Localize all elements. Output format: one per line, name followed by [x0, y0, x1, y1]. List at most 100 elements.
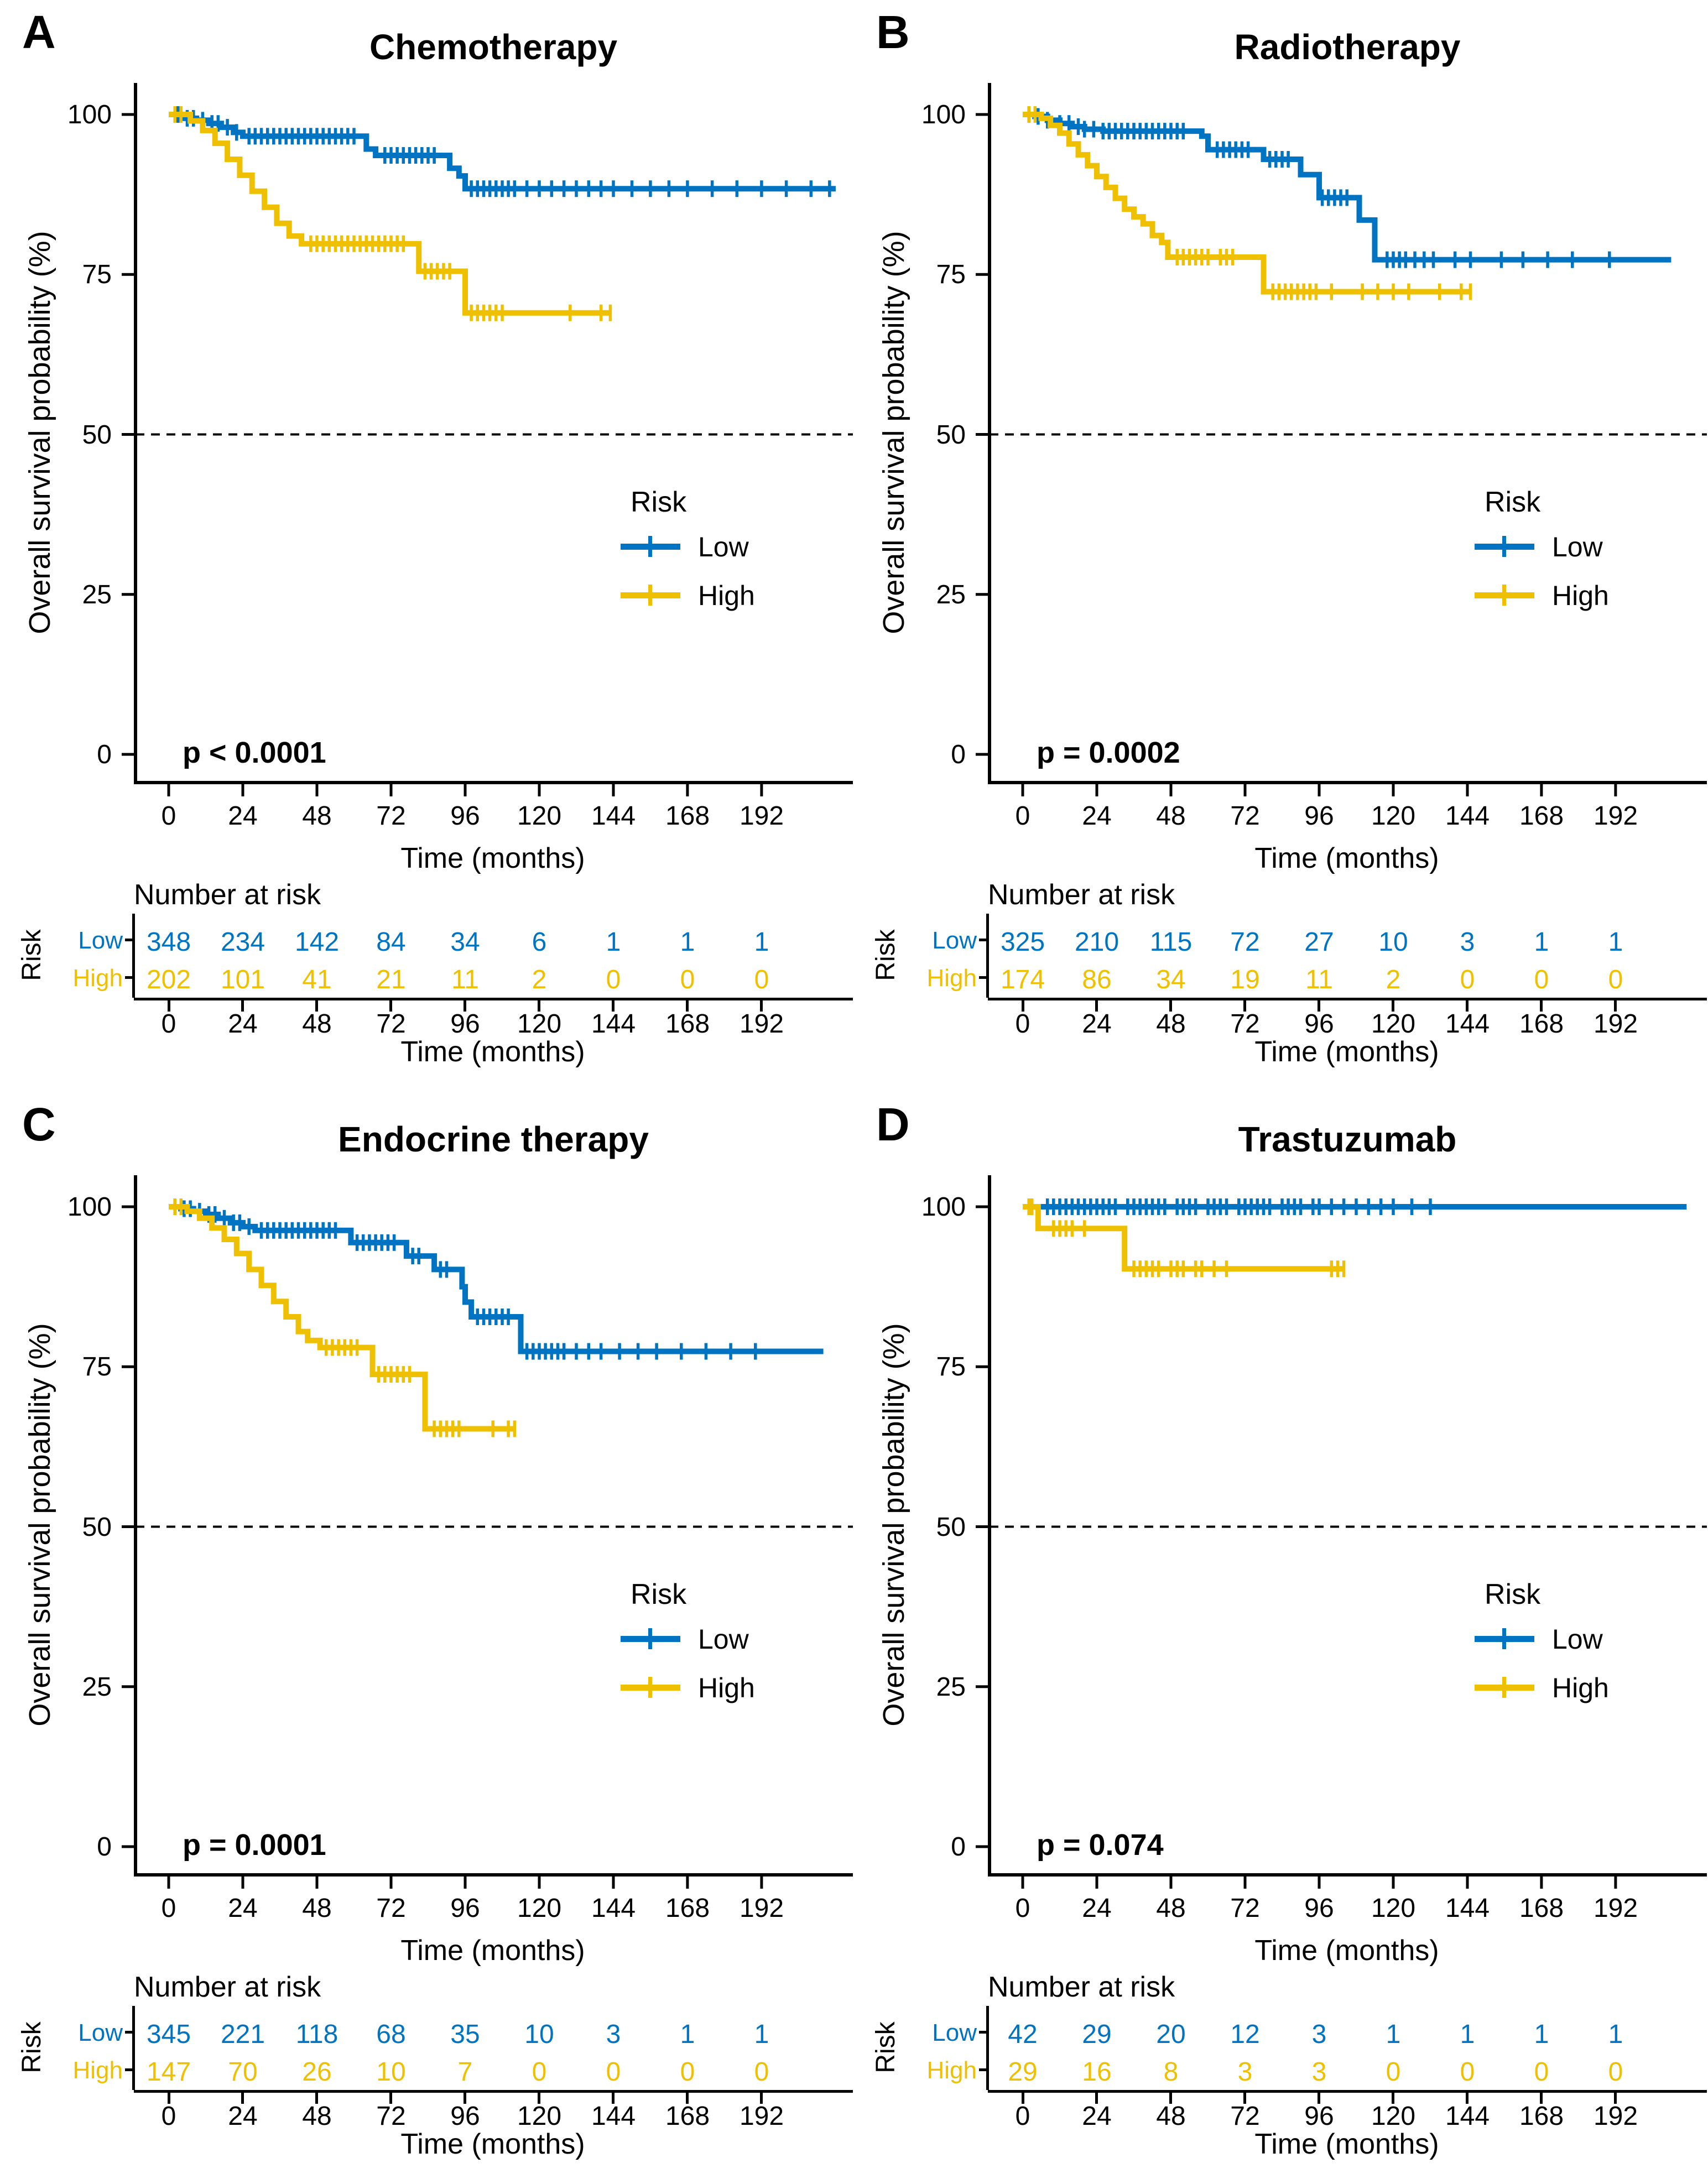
- y-tick-label: 25: [936, 580, 966, 609]
- risk-table-x-axis-line: [134, 998, 853, 1000]
- risk-table-x-axis-line: [988, 2090, 1707, 2093]
- legend-label-low: Low: [1552, 531, 1603, 562]
- risk-count: 3: [1311, 2020, 1327, 2049]
- risk-count: 11: [1305, 965, 1333, 994]
- risk-table-x-tick-label: 144: [1445, 1009, 1490, 1039]
- x-tick-label: 144: [591, 801, 636, 831]
- risk-axis-label: Risk: [871, 2021, 900, 2073]
- risk-count: 147: [146, 2057, 191, 2087]
- risk-count: 3: [1460, 927, 1475, 957]
- risk-count: 3: [1311, 2057, 1327, 2087]
- risk-table-x-tick-label: 48: [302, 2102, 332, 2131]
- risk-table-x-tick-label: 120: [1371, 1009, 1416, 1039]
- risk-table-x-tick: [1095, 2093, 1098, 2104]
- risk-count: 68: [376, 2020, 406, 2049]
- risk-count: 10: [376, 2057, 406, 2087]
- risk-table-x-tick-label: 24: [1082, 1009, 1112, 1039]
- x-tick-label: 48: [1156, 801, 1186, 831]
- risk-table-x-tick-label: 192: [739, 1009, 784, 1039]
- risk-count: 202: [146, 965, 191, 994]
- legend-title: Risk: [631, 1578, 687, 1610]
- risk-table-x-tick: [1318, 1000, 1320, 1012]
- y-tick-label: 100: [921, 100, 966, 129]
- risk-table-left-axis: [132, 914, 135, 998]
- risk-row-label-high: High: [72, 965, 123, 992]
- legend-label-low: Low: [698, 531, 749, 562]
- y-tick-label: 100: [67, 1192, 112, 1222]
- risk-count: 3: [606, 2020, 621, 2049]
- risk-table-x-tick-label: 168: [1519, 1009, 1564, 1039]
- x-tick-label: 48: [302, 801, 332, 831]
- risk-table-x-tick-label: 96: [1304, 2102, 1334, 2131]
- legend-key-censor-tick-high: [1502, 1677, 1506, 1698]
- risk-table-x-tick-label: 168: [665, 1009, 710, 1039]
- risk-table-x-tick: [241, 1000, 244, 1012]
- risk-table-x-axis-label: Time (months): [400, 2128, 585, 2160]
- x-axis-label: Time (months): [1254, 842, 1439, 874]
- x-tick-label: 0: [1015, 801, 1030, 831]
- x-tick-label: 24: [1082, 801, 1112, 831]
- risk-row-tick: [979, 2031, 987, 2034]
- y-tick-label: 100: [921, 1192, 966, 1222]
- risk-table-x-tick: [1022, 2093, 1024, 2104]
- x-tick-label: 0: [161, 801, 176, 831]
- x-tick-label: 72: [1230, 801, 1260, 831]
- risk-row-tick: [979, 939, 987, 941]
- risk-table-x-tick-label: 24: [228, 2102, 258, 2131]
- y-tick-label: 75: [936, 260, 966, 289]
- risk-table-x-tick-label: 192: [1593, 1009, 1638, 1039]
- risk-row-tick: [125, 976, 133, 979]
- risk-table-x-tick-label: 24: [1082, 2102, 1112, 2131]
- risk-count: 0: [680, 2057, 695, 2087]
- risk-row-tick: [125, 939, 133, 941]
- risk-table-x-tick-label: 144: [1445, 2102, 1490, 2131]
- risk-table-x-tick: [1614, 2093, 1617, 2104]
- survival-curve-low: [169, 112, 836, 192]
- risk-table-x-tick: [464, 2093, 466, 2104]
- risk-count: 29: [1008, 2057, 1038, 2087]
- risk-count: 34: [450, 927, 480, 957]
- risk-table-x-tick: [315, 2093, 318, 2104]
- risk-count: 2: [532, 965, 547, 994]
- risk-table-x-tick: [1318, 2093, 1320, 2104]
- risk-table-x-tick: [1466, 1000, 1469, 1012]
- risk-table-x-tick-label: 168: [665, 2102, 710, 2131]
- risk-count: 35: [450, 2020, 480, 2049]
- risk-count: 29: [1082, 2020, 1112, 2049]
- x-tick-label: 120: [517, 801, 562, 831]
- y-tick-label: 25: [936, 1672, 966, 1702]
- y-tick-label: 50: [936, 1513, 966, 1542]
- risk-count: 0: [1608, 965, 1623, 994]
- risk-count: 0: [606, 2057, 621, 2087]
- risk-table-x-tick: [1169, 1000, 1172, 1012]
- risk-table-x-tick: [538, 1000, 540, 1012]
- panel-b: B Radiotherapy Overall survival probabilit…: [854, 0, 1708, 1092]
- legend-key-censor-tick-low: [648, 536, 652, 557]
- risk-row-label-high: High: [926, 965, 977, 992]
- risk-count: 345: [146, 2020, 191, 2049]
- risk-count: 0: [1534, 965, 1549, 994]
- risk-table-x-tick: [612, 1000, 615, 1012]
- x-tick-label: 24: [1082, 1894, 1112, 1923]
- x-tick-label: 0: [1015, 1894, 1030, 1923]
- risk-count: 210: [1074, 927, 1119, 957]
- x-tick-label: 120: [1371, 801, 1416, 831]
- panel-letter-a: A: [22, 6, 56, 58]
- risk-count: 21: [376, 965, 406, 994]
- risk-count: 2: [1386, 965, 1401, 994]
- risk-count: 0: [606, 965, 621, 994]
- x-tick-label: 96: [450, 1894, 480, 1923]
- legend-key-censor-tick-high: [648, 585, 652, 606]
- risk-count: 11: [451, 965, 479, 994]
- x-tick-label: 96: [1304, 1894, 1334, 1923]
- plot-area-d: [976, 1175, 1707, 1889]
- risk-count: 1: [754, 2020, 769, 2049]
- risk-table-x-tick: [315, 1000, 318, 1012]
- y-tick-label: 75: [82, 1352, 112, 1382]
- risk-table-x-tick: [1022, 1000, 1024, 1012]
- legend-title: Risk: [1485, 1578, 1541, 1610]
- legend-key-censor-tick-low: [1502, 536, 1506, 557]
- legend-label-high: High: [1552, 1672, 1609, 1703]
- risk-row-tick: [979, 2068, 987, 2071]
- risk-table-left-axis: [132, 2006, 135, 2090]
